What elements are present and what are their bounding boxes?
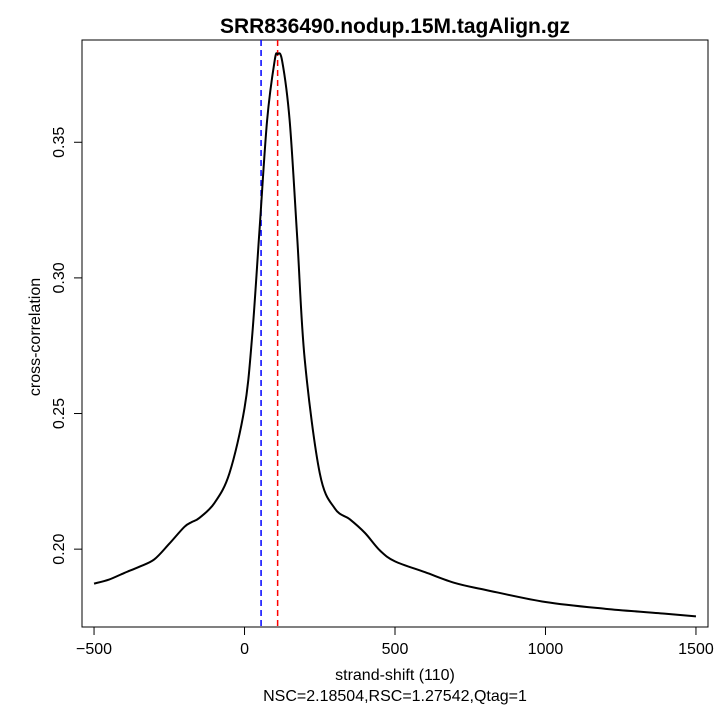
chart-subtitle: NSC=2.18504,RSC=1.27542,Qtag=1 bbox=[263, 688, 527, 705]
y-tick-label: 0.25 bbox=[51, 398, 68, 429]
x-axis: −500 0 500 1000 1500 bbox=[76, 627, 714, 658]
series-layer bbox=[93, 52, 697, 618]
chart-title: SRR836490.nodup.15M.tagAlign.gz bbox=[220, 15, 570, 38]
y-axis: 0.20 0.25 0.30 0.35 bbox=[51, 127, 82, 565]
reference-lines bbox=[260, 40, 279, 627]
x-axis-label: strand-shift (110) bbox=[335, 667, 455, 684]
plot-area bbox=[81, 39, 709, 628]
cross-correlation-line bbox=[93, 52, 697, 618]
x-tick-label: 0 bbox=[240, 641, 249, 658]
x-tick-label: 500 bbox=[382, 641, 409, 658]
y-tick-label: 0.35 bbox=[51, 127, 68, 158]
x-tick-label: 1500 bbox=[678, 641, 714, 658]
y-tick-label: 0.20 bbox=[51, 533, 68, 564]
x-tick-label: −500 bbox=[76, 641, 112, 658]
y-tick-label: 0.30 bbox=[51, 262, 68, 293]
x-tick-label: 1000 bbox=[528, 641, 564, 658]
y-axis-label: cross-correlation bbox=[27, 278, 44, 396]
